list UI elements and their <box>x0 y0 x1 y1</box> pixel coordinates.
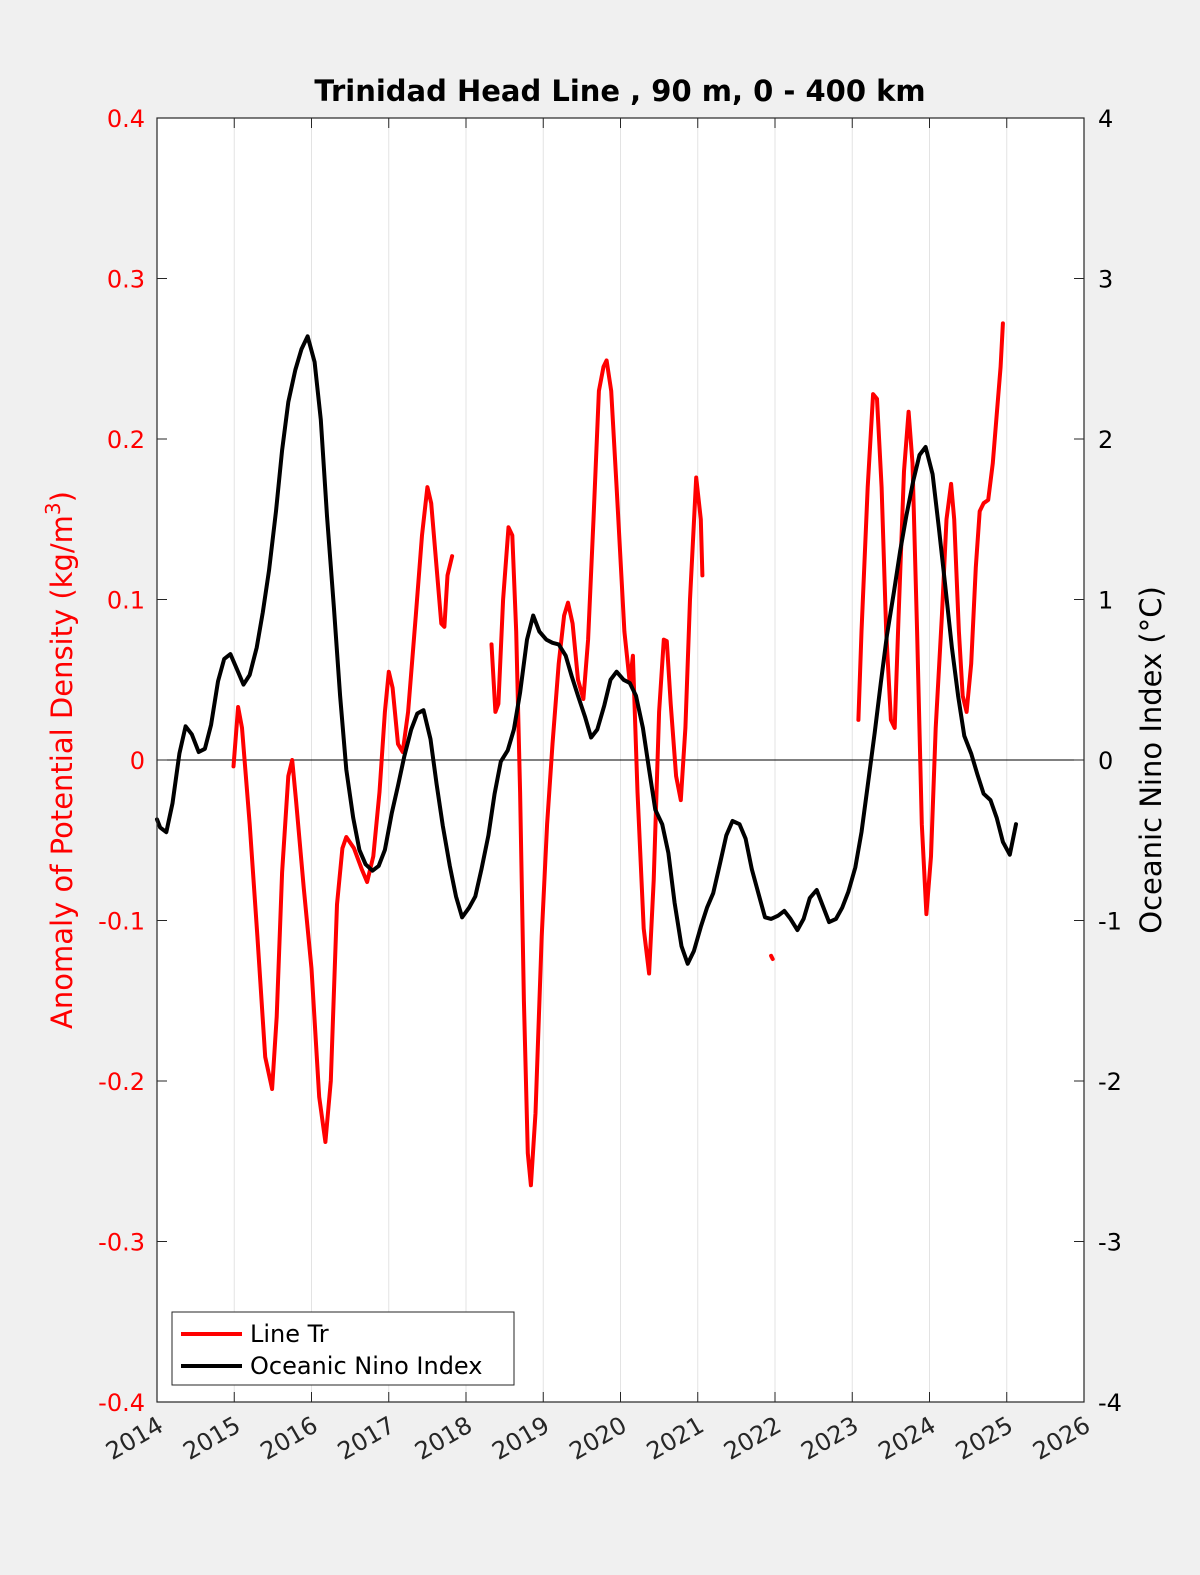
legend-label-oni: Oceanic Nino Index <box>250 1352 482 1380</box>
series-line-oceanic-nino-index <box>155 334 1018 966</box>
y-left-axis-label: Anomaly of Potential Density (kg/m3) <box>41 491 79 1029</box>
series-line-line-tr <box>856 321 1005 917</box>
y-right-tick-label: -4 <box>1098 1389 1122 1417</box>
y-left-tick-label: 0 <box>130 747 145 775</box>
y-right-tick-label: -3 <box>1098 1229 1122 1257</box>
y-left-tick-label: -0.1 <box>98 908 145 936</box>
legend-box <box>171 1311 515 1386</box>
series-line-line-tr <box>231 485 455 1144</box>
chart-title: Trinidad Head Line , 90 m, 0 - 400 km <box>314 74 925 108</box>
y-left-tick-label: -0.4 <box>98 1389 145 1417</box>
y-left-tick-label: -0.3 <box>98 1229 145 1257</box>
y-right-tick-label: 3 <box>1098 266 1113 294</box>
y-right-axis-label: Oceanic Nino Index (°C) <box>1134 586 1168 934</box>
legend: Line Tr Oceanic Nino Index <box>171 1311 515 1386</box>
series-layer <box>155 321 1018 1188</box>
y-right-tick-label: -1 <box>1098 908 1122 936</box>
series-line-line-tr <box>769 953 775 961</box>
y-right-tick-label: 4 <box>1098 105 1113 133</box>
y-right-tick-label: 1 <box>1098 587 1113 615</box>
legend-label-line-tr: Line Tr <box>250 1320 329 1348</box>
y-right-tick-label: 2 <box>1098 426 1113 454</box>
y-left-tick-label: 0.4 <box>107 105 145 133</box>
ticks: 2014 2015 2016 2017 2018 2019 2020 2021 2022 2023… <box>98 105 1122 1466</box>
y-right-tick-label: 0 <box>1098 747 1113 775</box>
y-left-label-end: ) <box>45 491 79 502</box>
y-left-label-sup: 3 <box>41 502 65 515</box>
y-left-tick-label: 0.2 <box>107 426 145 454</box>
y-left-tick-label: -0.2 <box>98 1068 145 1096</box>
y-left-tick-label: 0.3 <box>107 266 145 294</box>
y-left-label-main: Anomaly of Potential Density (kg/m <box>45 515 79 1029</box>
y-right-tick-label: -2 <box>1098 1068 1122 1096</box>
series-line-line-tr <box>489 358 705 1188</box>
y-left-tick-label: 0.1 <box>107 587 145 615</box>
